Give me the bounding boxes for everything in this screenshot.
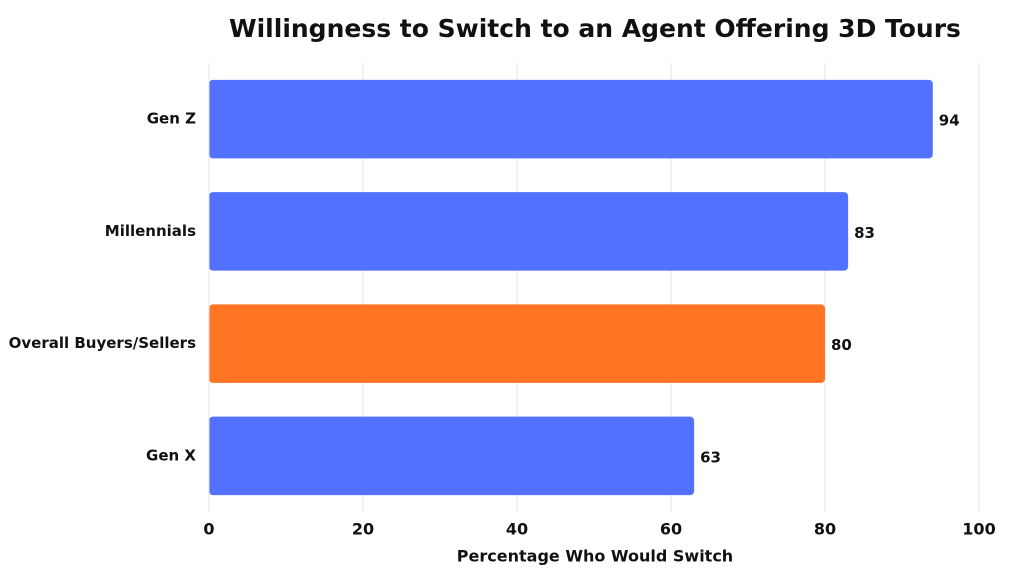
bar	[209, 79, 933, 159]
y-tick-label: Gen X	[146, 446, 196, 464]
y-tick-label: Overall Buyers/Sellers	[9, 334, 196, 352]
y-tick-label: Millennials	[105, 222, 196, 240]
x-tick-label: 100	[962, 520, 995, 539]
value-label: 94	[939, 112, 960, 130]
x-tick-label: 0	[203, 520, 214, 539]
x-tick-label: 40	[506, 520, 528, 539]
chart-title: Willingness to Switch to an Agent Offeri…	[229, 14, 961, 43]
value-label: 63	[700, 448, 721, 466]
value-label: 83	[854, 224, 875, 242]
value-label: 80	[831, 336, 852, 354]
bar	[209, 416, 695, 496]
y-tick-label: Gen Z	[147, 110, 196, 128]
bar	[209, 192, 849, 271]
x-tick-label: 80	[814, 520, 836, 539]
x-tick-label: 20	[352, 520, 374, 539]
x-axis-label: Percentage Who Would Switch	[457, 547, 733, 566]
x-tick-label: 60	[660, 520, 682, 539]
bar	[209, 304, 825, 383]
